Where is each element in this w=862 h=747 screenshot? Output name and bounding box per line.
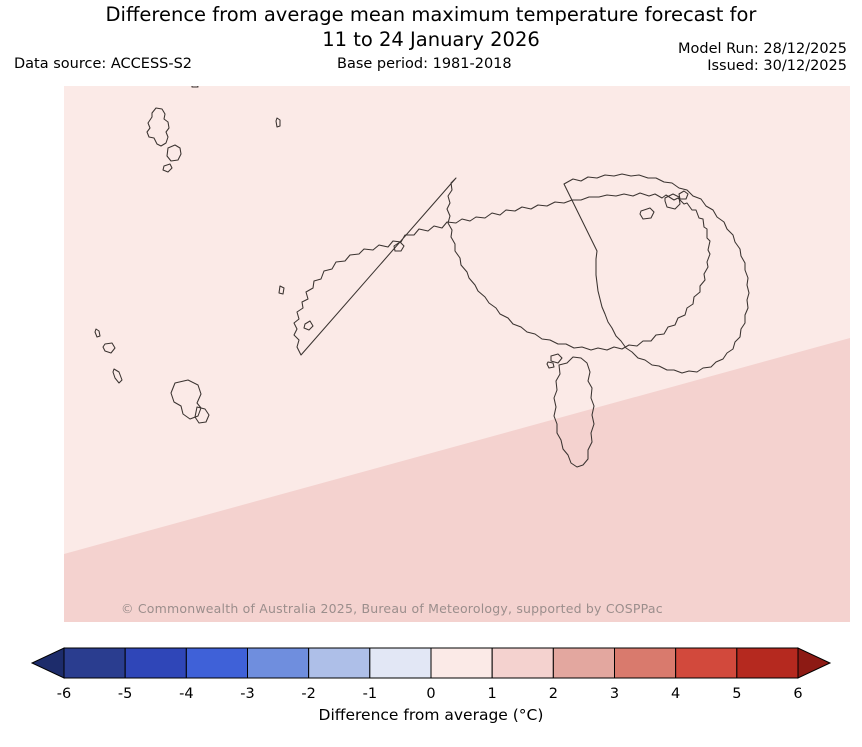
coast-detail-ba [393, 241, 405, 252]
coast-detail-nadi [303, 320, 314, 331]
island-speck-c [94, 328, 101, 338]
island-speck-e [112, 368, 123, 384]
colorbar-bin [247, 647, 310, 679]
island-yasawa-mid [166, 144, 182, 162]
colorbar-tick: -2 [301, 686, 316, 702]
island-viti-levu [293, 177, 711, 356]
colorbar-tick: -5 [117, 686, 133, 702]
colorbar-tick: 6 [793, 686, 803, 702]
island-yasawa-south [162, 163, 173, 173]
colorbar-axis-label: Difference from average (°C) [318, 706, 544, 724]
issued-label: Issued: 30/12/2025 [707, 58, 847, 74]
model-run-label: Model Run: 28/12/2025 [677, 41, 847, 57]
colorbar-over-arrow [797, 647, 832, 679]
colorbar-swatches [30, 647, 832, 679]
page-title-line-1: Difference from average mean maximum tem… [105, 3, 757, 26]
coastline-group [94, 86, 750, 468]
colorbar-tick: 4 [671, 686, 681, 702]
island-speck-north [678, 190, 689, 200]
colorbar-bin [675, 647, 738, 679]
page-title: Difference from average mean maximum tem… [0, 2, 862, 52]
copyright-notice: © Commonwealth of Australia 2025, Bureau… [121, 601, 663, 616]
run-info-block: Model Run: 28/12/2025 Issued: 30/12/2025 [678, 41, 847, 75]
colorbar-tick: -4 [179, 686, 194, 702]
colorbar-bin [185, 647, 248, 679]
island-yasawa-north [146, 107, 170, 147]
colorbar-tick: 5 [732, 686, 742, 702]
colorbar[interactable]: -6 -5 -4 -3 -2 -1 0 1 2 3 4 5 6 Difference from aver… [0, 640, 862, 747]
colorbar-bin [491, 647, 554, 679]
island-rabi [664, 193, 681, 210]
island-caqalai [550, 353, 563, 364]
colorbar-tick: 1 [487, 686, 497, 702]
island-vanua-levu [563, 173, 750, 374]
colorbar-bin [552, 647, 615, 679]
colorbar-bin [430, 647, 493, 679]
island-north-speck [191, 86, 199, 88]
colorbar-under-arrow [30, 647, 65, 679]
colorbar-bin [614, 647, 677, 679]
map-panel[interactable]: © Commonwealth of Australia 2025, Bureau… [64, 86, 850, 622]
colorbar-tick: -1 [362, 686, 378, 702]
colorbar-tick: 0 [426, 686, 436, 702]
island-kioa [639, 207, 655, 220]
colorbar-tick: -3 [240, 686, 255, 702]
colorbar-tick-labels: -6 -5 -4 -3 -2 -1 0 1 2 3 4 5 6 [0, 686, 862, 706]
colorbar-bin [124, 647, 187, 679]
island-speck-a [275, 117, 281, 128]
page-title-line-2: 11 to 24 January 2026 [322, 28, 540, 51]
data-source-label: Data source: ACCESS-S2 [14, 56, 193, 72]
colorbar-bin [63, 647, 126, 679]
colorbar-bin [369, 647, 432, 679]
island-speck-d [102, 342, 116, 354]
colorbar-bin [308, 647, 371, 679]
island-ovalau [553, 356, 595, 468]
island-moturiki [546, 361, 555, 369]
island-speck-b [278, 285, 285, 295]
zone-1-to-2 [64, 338, 850, 622]
island-malolo-lailai [194, 406, 210, 424]
colorbar-tick: 3 [609, 686, 620, 702]
colorbar-bin [736, 647, 799, 679]
base-period-label: Base period: 1981-2018 [337, 56, 512, 72]
colorbar-tick: -6 [56, 686, 72, 702]
island-malolo [170, 379, 202, 420]
map-canvas [64, 86, 850, 622]
header: Difference from average mean maximum tem… [0, 0, 862, 86]
colorbar-tick: 2 [548, 686, 558, 702]
